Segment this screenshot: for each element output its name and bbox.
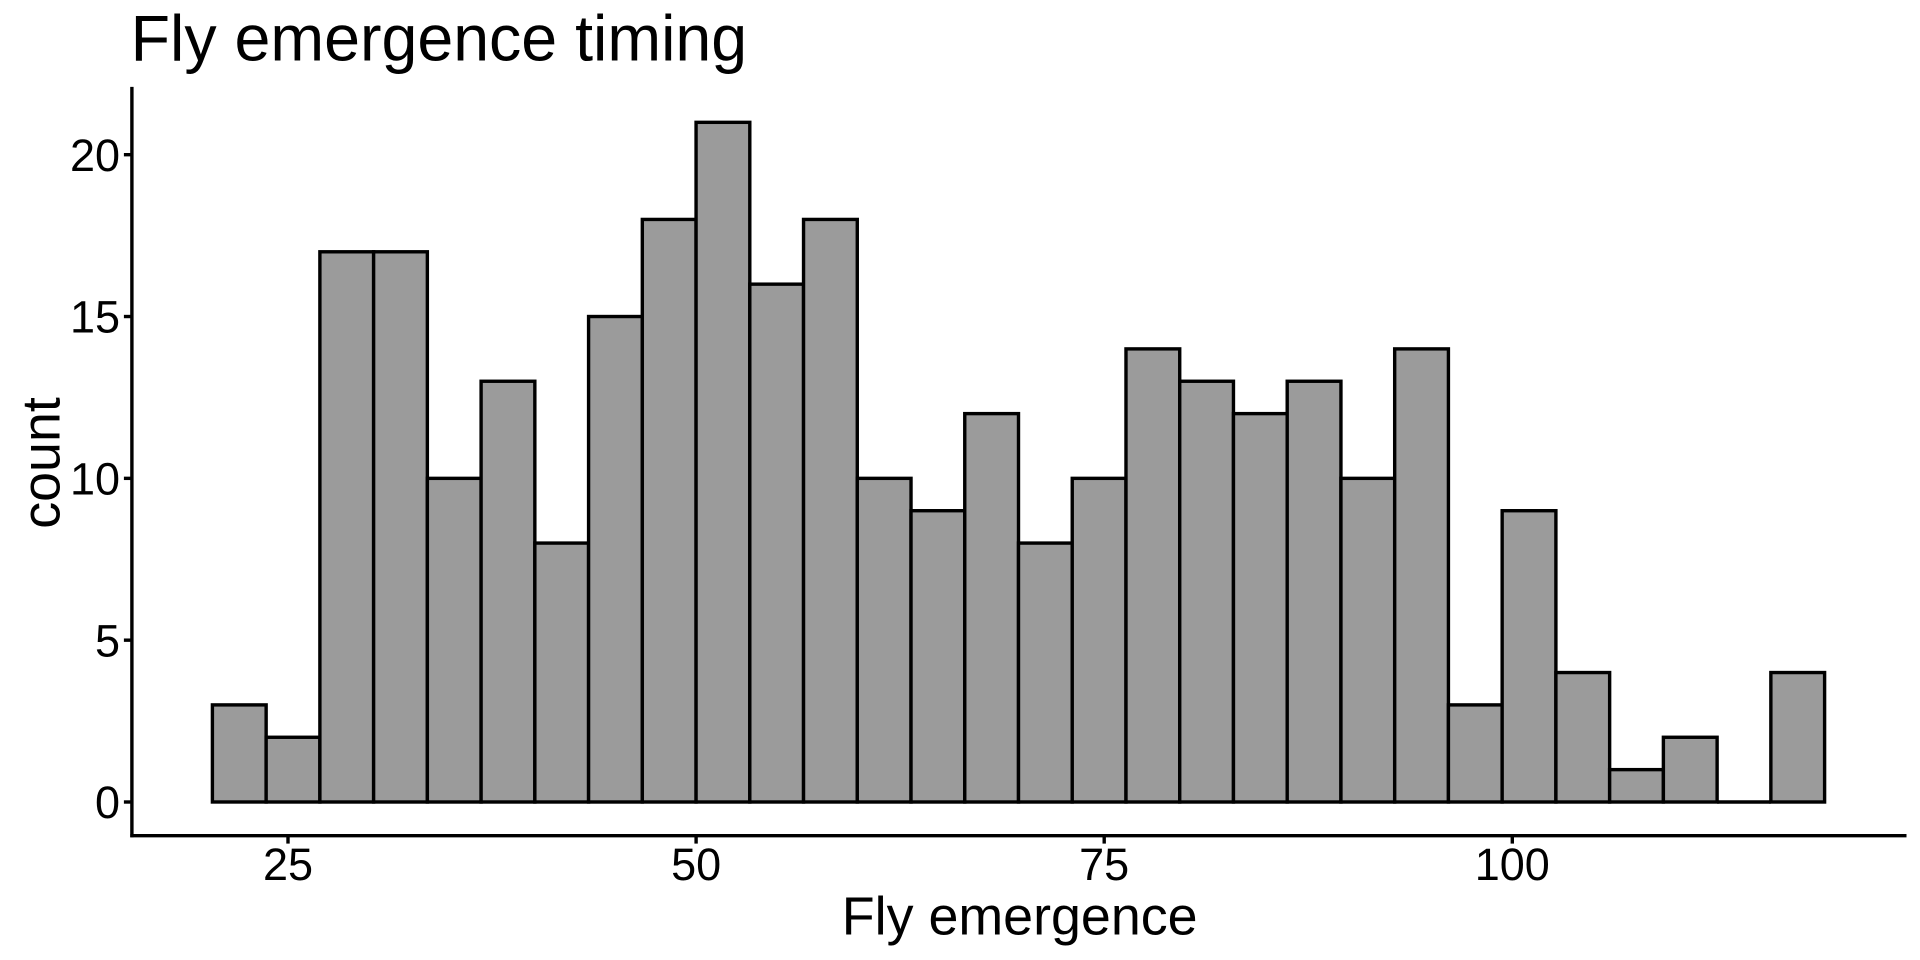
- svg-text:Fly emergence: Fly emergence: [842, 887, 1198, 947]
- svg-text:10: 10: [70, 454, 120, 505]
- svg-text:25: 25: [263, 839, 313, 890]
- svg-text:Fly emergence timing: Fly emergence timing: [131, 3, 748, 75]
- svg-text:0: 0: [95, 777, 120, 828]
- svg-text:50: 50: [671, 839, 721, 890]
- svg-text:count: count: [12, 397, 72, 529]
- svg-text:15: 15: [70, 292, 120, 343]
- svg-text:5: 5: [95, 615, 120, 666]
- svg-text:75: 75: [1079, 839, 1129, 890]
- svg-text:20: 20: [70, 130, 120, 181]
- svg-text:100: 100: [1475, 839, 1550, 890]
